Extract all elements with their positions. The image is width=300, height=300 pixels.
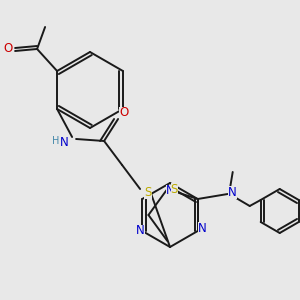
Text: N: N — [198, 221, 207, 235]
Text: O: O — [119, 106, 129, 119]
Text: S: S — [144, 185, 152, 199]
Text: O: O — [4, 43, 13, 56]
Text: N: N — [166, 184, 174, 197]
Text: N: N — [228, 185, 237, 199]
Text: N: N — [60, 136, 68, 149]
Text: H: H — [52, 136, 60, 146]
Text: S: S — [171, 183, 178, 196]
Text: N: N — [136, 224, 145, 238]
